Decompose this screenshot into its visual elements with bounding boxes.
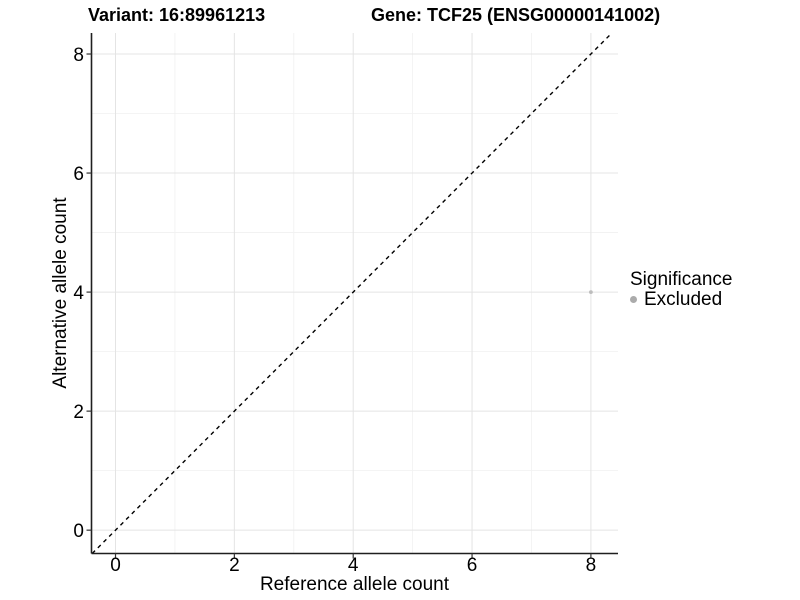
legend-point-icon	[630, 296, 637, 303]
legend: Significance Excluded	[630, 270, 732, 309]
y-tick-label: 8	[73, 45, 84, 66]
chart-title-gene: Gene: TCF25 (ENSG00000141002)	[371, 5, 661, 25]
x-tick-label: 8	[586, 555, 597, 576]
x-tick-label: 0	[110, 555, 121, 576]
x-tick-label: 4	[348, 555, 359, 576]
x-axis-title: Reference allele count	[259, 574, 450, 595]
legend-item-excluded: Excluded	[630, 290, 732, 309]
chart-title-variant: Variant: 16:89961213	[88, 5, 266, 25]
legend-item-label: Excluded	[644, 289, 723, 310]
y-tick-label: 0	[73, 521, 84, 542]
y-tick-label: 4	[73, 283, 84, 304]
y-tick-label: 6	[73, 164, 84, 185]
identity-reference-line	[91, 32, 613, 554]
x-tick-label: 2	[229, 555, 240, 576]
data-point	[589, 290, 593, 294]
x-tick-label: 6	[467, 555, 478, 576]
y-tick-label: 2	[73, 402, 84, 423]
legend-title: Significance	[630, 269, 733, 290]
